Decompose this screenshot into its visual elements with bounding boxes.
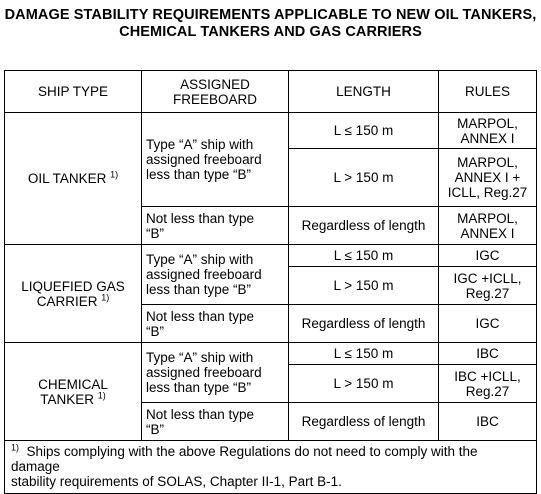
freeboard-type-a: Type “A” ship with assigned freeboard le… xyxy=(141,112,289,207)
damage-stability-table: SHIP TYPE ASSIGNED FREEBOARD LENGTH RULE… xyxy=(4,70,537,494)
length-cell: L ≤ 150 m xyxy=(288,342,439,365)
table-row: L > 150 m IGC +ICLL, Reg.27 xyxy=(5,266,537,305)
length-cell: L ≤ 150 m xyxy=(288,244,439,267)
length-cell: L ≤ 150 m xyxy=(288,112,439,149)
header-assigned-freeboard: ASSIGNED FREEBOARD xyxy=(141,70,289,113)
header-row: SHIP TYPE ASSIGNED FREEBOARD LENGTH RULE… xyxy=(4,70,537,113)
table-row: OIL TANKER 1) Type “A” ship with assigne… xyxy=(4,112,537,245)
table-row: L > 150 m IBC +ICLL, Reg.27 xyxy=(5,364,537,403)
freeboard-type-a: Type “A” ship with assigned freeboard le… xyxy=(141,342,289,403)
footnote-text-line-2: stability requirements of SOLAS, Chapter… xyxy=(11,474,342,489)
title-line-1: DAMAGE STABILITY REQUIREMENTS APPLICABLE… xyxy=(4,7,537,23)
header-rules: RULES xyxy=(438,70,537,113)
table-row: CHEMICAL TANKER 1) Type “A” ship with as… xyxy=(4,342,537,441)
rules-cell: MARPOL, ANNEX I xyxy=(438,112,537,149)
header-ship-type: SHIP TYPE xyxy=(4,70,142,113)
document-title: DAMAGE STABILITY REQUIREMENTS APPLICABLE… xyxy=(0,7,541,41)
rules-cell: IBC xyxy=(438,342,537,365)
length-cell: L > 150 m xyxy=(288,148,439,207)
rules-cell: MARPOL, ANNEX I xyxy=(438,206,537,245)
rules-cell: IGC xyxy=(438,304,537,343)
freeboard-type-a: Type “A” ship with assigned freeboard le… xyxy=(141,244,289,305)
rules-cell: IGC xyxy=(438,244,537,267)
freeboard-not-less-than-b: Not less than type “B” xyxy=(141,402,289,441)
length-cell: Regardless of length xyxy=(288,206,439,245)
table-row: Not less than type “B” Regardless of len… xyxy=(5,304,537,343)
ship-type-chemical-tanker: CHEMICAL TANKER 1) xyxy=(4,342,142,441)
rules-cell: IBC +ICLL, Reg.27 xyxy=(438,364,537,403)
footnote-row: 1) Ships complying with the above Regula… xyxy=(4,440,537,494)
length-cell: L > 150 m xyxy=(288,364,439,403)
length-cell: Regardless of length xyxy=(288,402,439,441)
footnote-marker: 1) xyxy=(11,442,20,453)
freeboard-not-less-than-b: Not less than type “B” xyxy=(141,304,289,343)
footnote-text-line-1: Ships complying with the above Regulatio… xyxy=(11,444,478,474)
length-cell: Regardless of length xyxy=(288,304,439,343)
ship-type-liquefied-gas-carrier: LIQUEFIED GAS CARRIER 1) xyxy=(4,244,142,343)
header-length: LENGTH xyxy=(288,70,439,113)
rules-cell: IGC +ICLL, Reg.27 xyxy=(438,266,537,305)
ship-type-oil-tanker: OIL TANKER 1) xyxy=(4,112,142,245)
footnote: 1) Ships complying with the above Regula… xyxy=(4,440,537,494)
table-row: Not less than type “B” Regardless of len… xyxy=(5,402,537,441)
freeboard-not-less-than-b: Not less than type “B” xyxy=(141,206,289,245)
title-line-2: CHEMICAL TANKERS AND GAS CARRIERS xyxy=(119,24,422,40)
table-row: Not less than type “B” Regardless of len… xyxy=(5,206,537,245)
table-row: L > 150 m MARPOL, ANNEX I + ICLL, Reg.27 xyxy=(5,148,537,207)
table-row: LIQUEFIED GAS CARRIER 1) Type “A” ship w… xyxy=(4,244,537,343)
rules-cell: MARPOL, ANNEX I + ICLL, Reg.27 xyxy=(438,148,537,207)
rules-cell: IBC xyxy=(438,402,537,441)
length-cell: L > 150 m xyxy=(288,266,439,305)
